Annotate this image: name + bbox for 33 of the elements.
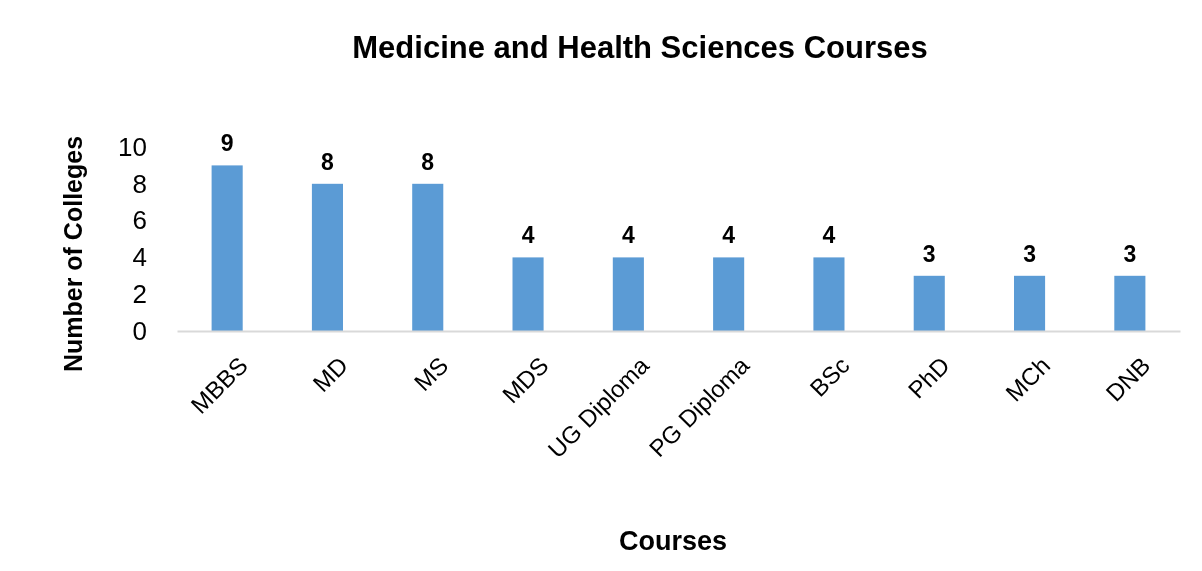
bar [1114,275,1146,331]
x-tick-label: MD [307,351,354,397]
bar [713,257,745,331]
bar [813,257,845,331]
data-label: 3 [1023,240,1036,267]
bar [1014,275,1046,331]
bar [211,165,243,331]
bar [311,183,343,331]
bar [913,275,945,331]
y-tick-label: 4 [132,242,147,273]
x-axis-title: Courses [618,526,728,556]
data-label: 3 [1123,240,1137,267]
bar [412,183,444,331]
y-tick-label: 10 [118,131,147,162]
data-label: 4 [722,222,736,249]
data-label: 3 [922,240,936,267]
y-tick-label: 2 [132,279,147,310]
data-label: 4 [521,222,535,249]
y-tick-label: 8 [132,168,147,199]
data-label: 4 [822,222,836,249]
y-tick-label: 0 [132,315,147,346]
bar [612,257,644,331]
data-label: 8 [321,148,335,175]
bar [512,257,544,331]
chart-title: Medicine and Health Sciences Courses [352,30,928,65]
y-axis-title: Number of Colleges [59,135,87,373]
data-label: 4 [621,222,635,249]
y-tick-label: 6 [132,205,147,236]
data-label: 8 [421,148,435,175]
data-label: 9 [220,130,234,157]
x-tick-label: MS [408,351,454,397]
x-tick-label: BSc [804,351,855,402]
x-tick-label: PhD [902,351,955,404]
